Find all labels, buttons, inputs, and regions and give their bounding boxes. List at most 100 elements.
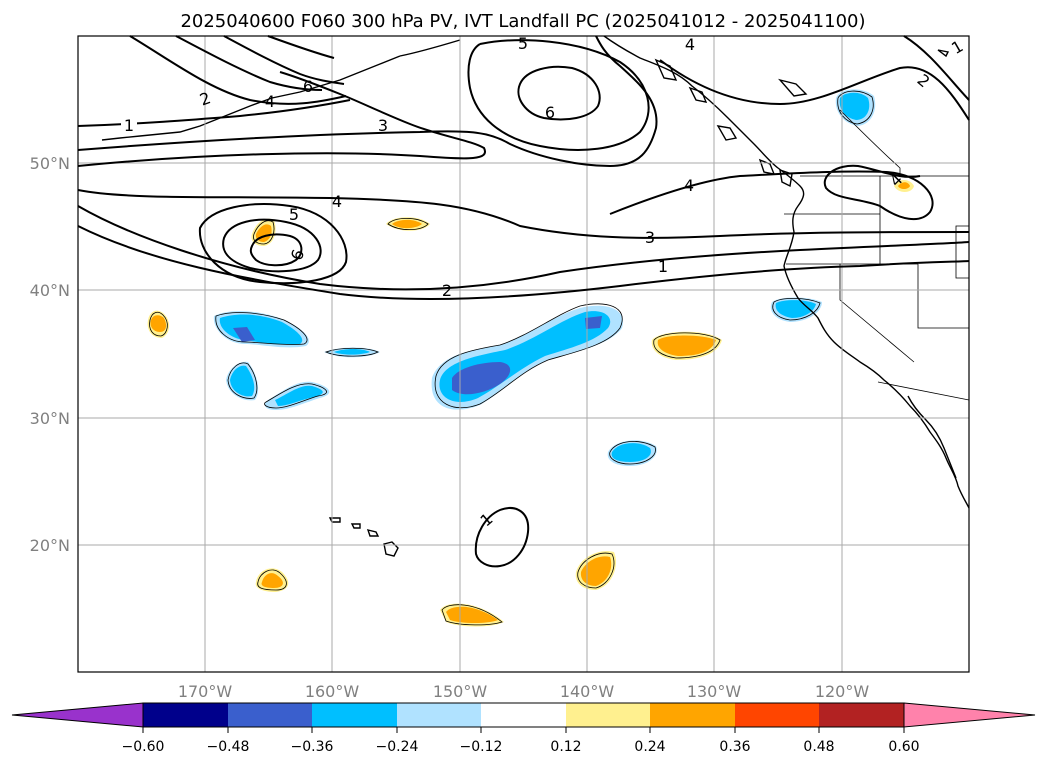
state-border bbox=[839, 264, 915, 363]
latitude-labels: 50°N 40°N 30°N 20°N bbox=[30, 154, 70, 555]
hawaii-island bbox=[366, 529, 380, 537]
colorbar-segment bbox=[566, 703, 650, 727]
colorbar-segment bbox=[143, 703, 228, 727]
lon-label-140w: 140°W bbox=[560, 682, 615, 701]
positive-anomaly-region bbox=[898, 182, 910, 189]
state-border bbox=[917, 264, 969, 329]
pv-contour-5 bbox=[175, 35, 323, 91]
positive-anomaly-region bbox=[657, 335, 716, 356]
colorbar-segment bbox=[735, 703, 819, 727]
map-panel: 1 1 1 2 2 2 3 3 4 4 4 4 4 5 5 6 6 6 1 bbox=[77, 34, 970, 673]
colorbar-segment bbox=[481, 703, 566, 727]
colorbar-tick-label: −0.36 bbox=[291, 739, 334, 755]
negative-anomaly-region bbox=[585, 316, 602, 329]
negative-anomaly-region bbox=[839, 92, 870, 120]
colorbar-frame bbox=[142, 702, 905, 728]
negative-anomaly-region bbox=[275, 385, 323, 406]
contour-label: 4 bbox=[265, 92, 275, 111]
pv-contour-4 bbox=[198, 203, 348, 285]
colorbar-tick-label: 0.60 bbox=[888, 739, 919, 755]
colorbar-segment bbox=[650, 703, 735, 727]
pv-contour-3 bbox=[77, 189, 970, 239]
colorbar-tick-label: 0.24 bbox=[634, 739, 665, 755]
colorbar-tick-label: 0.48 bbox=[803, 739, 834, 755]
colorbar-tick-label: −0.24 bbox=[376, 739, 419, 755]
pv-contour-5 bbox=[467, 39, 650, 151]
pv-contour-2 bbox=[903, 35, 970, 101]
colorbar-segment bbox=[312, 703, 397, 727]
figure-title: 2025040600 F060 300 hPa PV, IVT Landfall… bbox=[180, 11, 865, 32]
negative-anomaly-region bbox=[233, 327, 255, 342]
contour-label: 3 bbox=[378, 116, 388, 135]
aleutian-islands bbox=[101, 55, 401, 141]
positive-anomaly-region bbox=[392, 219, 422, 229]
contour-label: 4 bbox=[684, 176, 694, 195]
positive-anomaly-region bbox=[150, 315, 167, 332]
north-america-coastline bbox=[603, 35, 970, 509]
contour-label-bg bbox=[121, 116, 137, 134]
bc-alberta-border bbox=[839, 109, 901, 176]
colorbar-tick-label: 0.36 bbox=[719, 739, 750, 755]
colorbar-segment bbox=[397, 703, 481, 727]
pv-contour-3 bbox=[77, 71, 486, 167]
lon-label-150w: 150°W bbox=[433, 682, 488, 701]
pv-contour-6 bbox=[267, 35, 335, 59]
island bbox=[937, 49, 950, 58]
pv-contour-1 bbox=[474, 507, 530, 568]
island bbox=[778, 78, 808, 97]
pv-contour-2 bbox=[77, 35, 658, 168]
contour-label: 3 bbox=[645, 228, 655, 247]
colorbar-tick-label: −0.60 bbox=[122, 739, 165, 755]
lat-label-40n: 40°N bbox=[30, 281, 70, 300]
pv-contour-6 bbox=[517, 65, 601, 121]
colorbar-tick-label: −0.48 bbox=[207, 739, 250, 755]
hawaii-island bbox=[328, 517, 341, 523]
lat-label-50n: 50°N bbox=[30, 154, 70, 173]
lon-label-170w: 170°W bbox=[178, 682, 233, 701]
colorbar-extend-left bbox=[11, 702, 144, 728]
colorbar-ticks bbox=[142, 727, 905, 733]
lon-label-130w: 130°W bbox=[687, 682, 742, 701]
negative-anomaly-region bbox=[452, 362, 511, 395]
colorbar-segment bbox=[228, 703, 312, 727]
pv-contour-6 bbox=[249, 233, 303, 267]
pv-contour-4 bbox=[129, 35, 347, 105]
hawaii-island bbox=[383, 541, 399, 557]
alaska-coast bbox=[399, 39, 461, 57]
lon-label-160w: 160°W bbox=[305, 682, 360, 701]
pv-contour-5 bbox=[222, 218, 322, 273]
island bbox=[688, 86, 708, 103]
anomaly-outlines bbox=[149, 90, 874, 626]
colorbar-extend-right bbox=[903, 702, 1036, 728]
longitude-labels: 170°W 160°W 150°W 140°W 130°W 120°W bbox=[178, 682, 870, 701]
contour-label: 2 bbox=[442, 281, 452, 300]
positive-anomaly-region bbox=[446, 606, 498, 623]
contour-label: 5 bbox=[289, 205, 299, 224]
contour-label: 5 bbox=[518, 34, 528, 53]
us-mexico-border bbox=[877, 381, 970, 401]
lon-label-120w: 120°W bbox=[815, 682, 870, 701]
island bbox=[716, 125, 738, 141]
lat-label-20n: 20°N bbox=[30, 536, 70, 555]
lat-label-30n: 30°N bbox=[30, 409, 70, 428]
colorbar-tick-label: −0.12 bbox=[460, 739, 503, 755]
contour-label: 4 bbox=[332, 192, 342, 211]
negative-anomaly-region bbox=[775, 300, 816, 318]
negative-anomaly-region bbox=[611, 443, 651, 462]
colorbar-segment bbox=[819, 703, 904, 727]
pv-contour-2 bbox=[659, 59, 970, 121]
map-frame bbox=[77, 35, 970, 673]
contour-label: 4 bbox=[685, 35, 695, 54]
hawaii-island bbox=[350, 523, 361, 529]
contour-label: 1 bbox=[124, 116, 134, 135]
colorbar: −0.60 −0.48 −0.36 −0.24 −0.12 0.12 0.24 … bbox=[11, 702, 1036, 755]
pv-contour-4 bbox=[609, 164, 934, 221]
contour-label: 6 bbox=[545, 103, 555, 122]
positive-anomaly-region bbox=[580, 556, 612, 586]
negative-anomaly-region bbox=[334, 349, 370, 355]
contour-label: 1 bbox=[658, 257, 668, 276]
pv-contour-6 bbox=[223, 35, 345, 85]
pv-contour-2 bbox=[77, 205, 970, 291]
shaded-anomalies bbox=[147, 89, 914, 627]
